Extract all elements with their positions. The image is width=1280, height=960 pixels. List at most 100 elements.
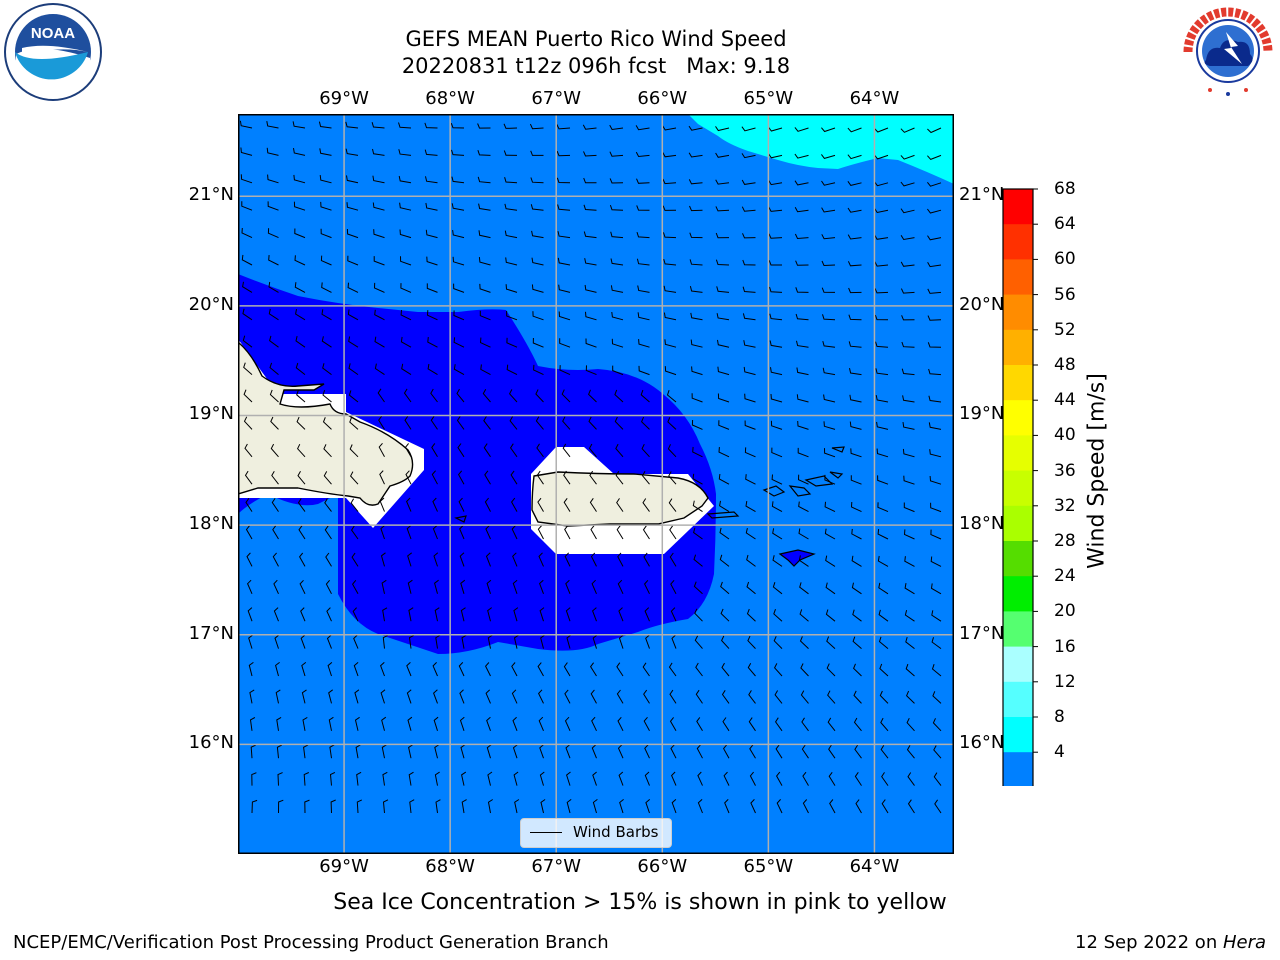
wind-barb	[716, 313, 730, 321]
wind-barb	[531, 284, 544, 293]
wind-barb	[531, 257, 544, 266]
wind-barb	[902, 395, 915, 403]
wind-barb	[409, 799, 415, 814]
wind-barb	[266, 147, 279, 156]
wind-barb	[880, 744, 889, 759]
wind-barb	[321, 309, 332, 321]
wind-barb	[426, 283, 438, 293]
wind-barb	[616, 662, 624, 677]
wind-barb	[557, 231, 571, 239]
wind-barb	[636, 258, 650, 266]
wind-barb	[693, 554, 703, 567]
wind-barb	[482, 388, 491, 403]
wind-barb	[664, 339, 677, 348]
wind-barb	[243, 362, 253, 375]
colorbar-outline	[1002, 188, 1034, 786]
wind-barb	[453, 283, 465, 293]
wind-barb	[269, 335, 279, 348]
wind-barb	[430, 388, 438, 403]
wind-barb	[268, 255, 279, 266]
wind-barb	[905, 636, 915, 649]
wind-barb	[297, 471, 306, 485]
wind-barb	[876, 421, 889, 430]
wind-barb	[643, 552, 650, 567]
wind-barb	[848, 314, 862, 321]
wind-barb	[927, 127, 942, 134]
wind-barb	[529, 123, 544, 130]
wind-barb	[768, 260, 782, 266]
wind-barb	[723, 771, 730, 786]
wind-barb	[354, 716, 360, 731]
wind-barb	[530, 177, 544, 184]
wind-barb	[272, 552, 279, 567]
wind-barb	[802, 771, 809, 786]
wind-barb	[821, 287, 836, 293]
wind-barb	[798, 501, 809, 513]
wind-barb	[906, 745, 915, 759]
wind-barb	[878, 609, 889, 622]
wind-barb	[715, 152, 730, 158]
wind-barb	[824, 474, 836, 485]
wind-barb	[907, 799, 915, 814]
wind-barb	[559, 338, 571, 348]
wind-barb	[294, 255, 306, 266]
wind-barb	[616, 498, 624, 512]
wind-barb	[670, 579, 677, 595]
wind-barb	[348, 363, 359, 376]
wind-barb	[512, 716, 518, 731]
wind-barb	[487, 771, 493, 786]
wind-barb	[273, 607, 279, 622]
wind-barb	[461, 634, 467, 649]
wind-barb	[456, 388, 465, 403]
wind-barb	[875, 395, 889, 403]
wind-barb	[240, 147, 253, 156]
wind-barb	[847, 234, 862, 240]
wind-barb	[535, 416, 544, 430]
wind-barb	[644, 771, 650, 786]
wind-barb	[689, 285, 703, 293]
wind-barb	[349, 471, 359, 485]
wind-barb	[456, 416, 465, 430]
wind-barb	[773, 636, 783, 649]
wind-barb	[590, 525, 597, 540]
wind-barb	[425, 202, 438, 211]
wind-barb	[592, 771, 597, 786]
wind-barb	[247, 579, 253, 594]
wind-barb	[380, 552, 386, 567]
wind-barb	[667, 444, 677, 458]
wind-barb	[539, 607, 545, 622]
colorbar-tick-label: 60	[1054, 249, 1076, 270]
wind-barb	[239, 120, 253, 129]
wind-barb	[485, 662, 491, 677]
wind-barb	[903, 502, 915, 513]
wind-barb	[241, 254, 253, 266]
wind-barb	[242, 308, 253, 321]
footer-branch: NCEP/EMC/Verification Post Processing Pr…	[13, 932, 609, 953]
wind-barb	[425, 229, 438, 239]
wind-barb	[244, 470, 253, 485]
wind-barb	[350, 525, 359, 540]
wind-barb	[398, 149, 412, 156]
lat-label-left: 17°N	[188, 622, 234, 644]
colorbar-tick-label: 28	[1054, 531, 1076, 551]
wind-barb	[717, 393, 730, 403]
wind-barb	[372, 202, 385, 211]
wind-barb	[874, 234, 889, 240]
wind-barbs	[239, 120, 942, 814]
legend-label: Wind Barbs	[573, 823, 659, 841]
wind-barb	[557, 257, 571, 266]
wind-barb	[930, 502, 942, 513]
wind-barb	[749, 744, 756, 759]
wind-barb	[458, 662, 465, 677]
wind-barb	[689, 232, 703, 239]
wind-barb	[877, 502, 889, 513]
wind-barb	[881, 772, 889, 786]
wind-barb	[662, 125, 677, 131]
wind-barb	[928, 368, 942, 376]
wind-barb	[353, 662, 359, 677]
wind-barb	[400, 309, 412, 321]
wind-barb	[346, 202, 359, 211]
wind-barb	[247, 607, 253, 622]
wind-barb	[565, 744, 571, 759]
colorbar-tick-label: 12	[1054, 671, 1076, 692]
